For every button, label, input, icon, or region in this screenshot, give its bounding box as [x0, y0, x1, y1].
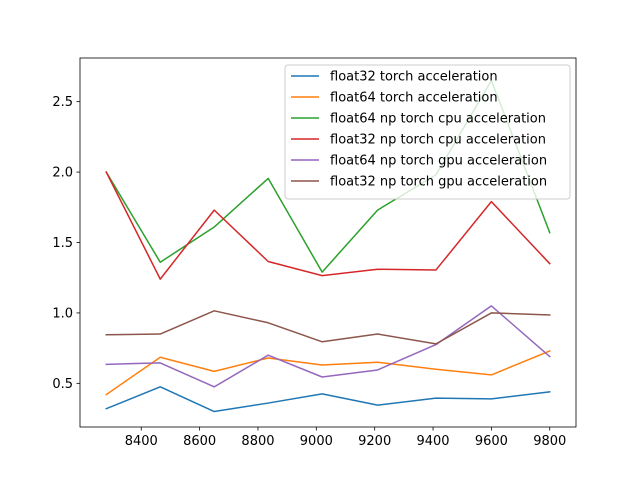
legend-label-3: float32 np torch cpu acceleration	[330, 133, 546, 148]
legend-label-0: float32 torch acceleration	[330, 70, 498, 85]
x-tick-label-1: 8600	[183, 434, 216, 449]
y-tick-label-0: 0.5	[52, 377, 73, 392]
legend: float32 torch acceleration float64 torch …	[284, 64, 571, 200]
x-tick-label-4: 9200	[358, 434, 391, 449]
x-tick-label-0: 8400	[125, 434, 158, 449]
legend-label-4: float64 np torch gpu acceleration	[330, 154, 547, 169]
y-tick-label-2: 1.5	[52, 236, 73, 251]
y-tick-label-3: 2.0	[52, 166, 73, 181]
x-tick-label-3: 9000	[300, 434, 333, 449]
legend-box	[284, 64, 571, 200]
x-tick-label-2: 8800	[241, 434, 274, 449]
series-line-3	[105, 171, 551, 280]
axes: 8400 8600 8800 9000 9200 9400 9600 9800 0.5 1.0 1.…	[52, 57, 577, 449]
series-line-4	[105, 305, 551, 388]
legend-label-5: float32 np torch gpu acceleration	[330, 175, 547, 190]
x-tick-label-6: 9600	[475, 434, 508, 449]
legend-label-2: float64 np torch cpu acceleration	[330, 112, 546, 127]
x-tick-label-7: 9800	[533, 434, 566, 449]
y-tick-label-4: 2.5	[52, 95, 73, 110]
y-tick-label-1: 1.0	[52, 306, 73, 321]
series-line-5	[105, 310, 551, 345]
x-tick-label-5: 9400	[416, 434, 449, 449]
series-line-0	[105, 386, 551, 413]
legend-label-1: float64 torch acceleration	[330, 91, 498, 106]
series-lines	[105, 79, 551, 413]
series-line-1	[105, 349, 551, 396]
